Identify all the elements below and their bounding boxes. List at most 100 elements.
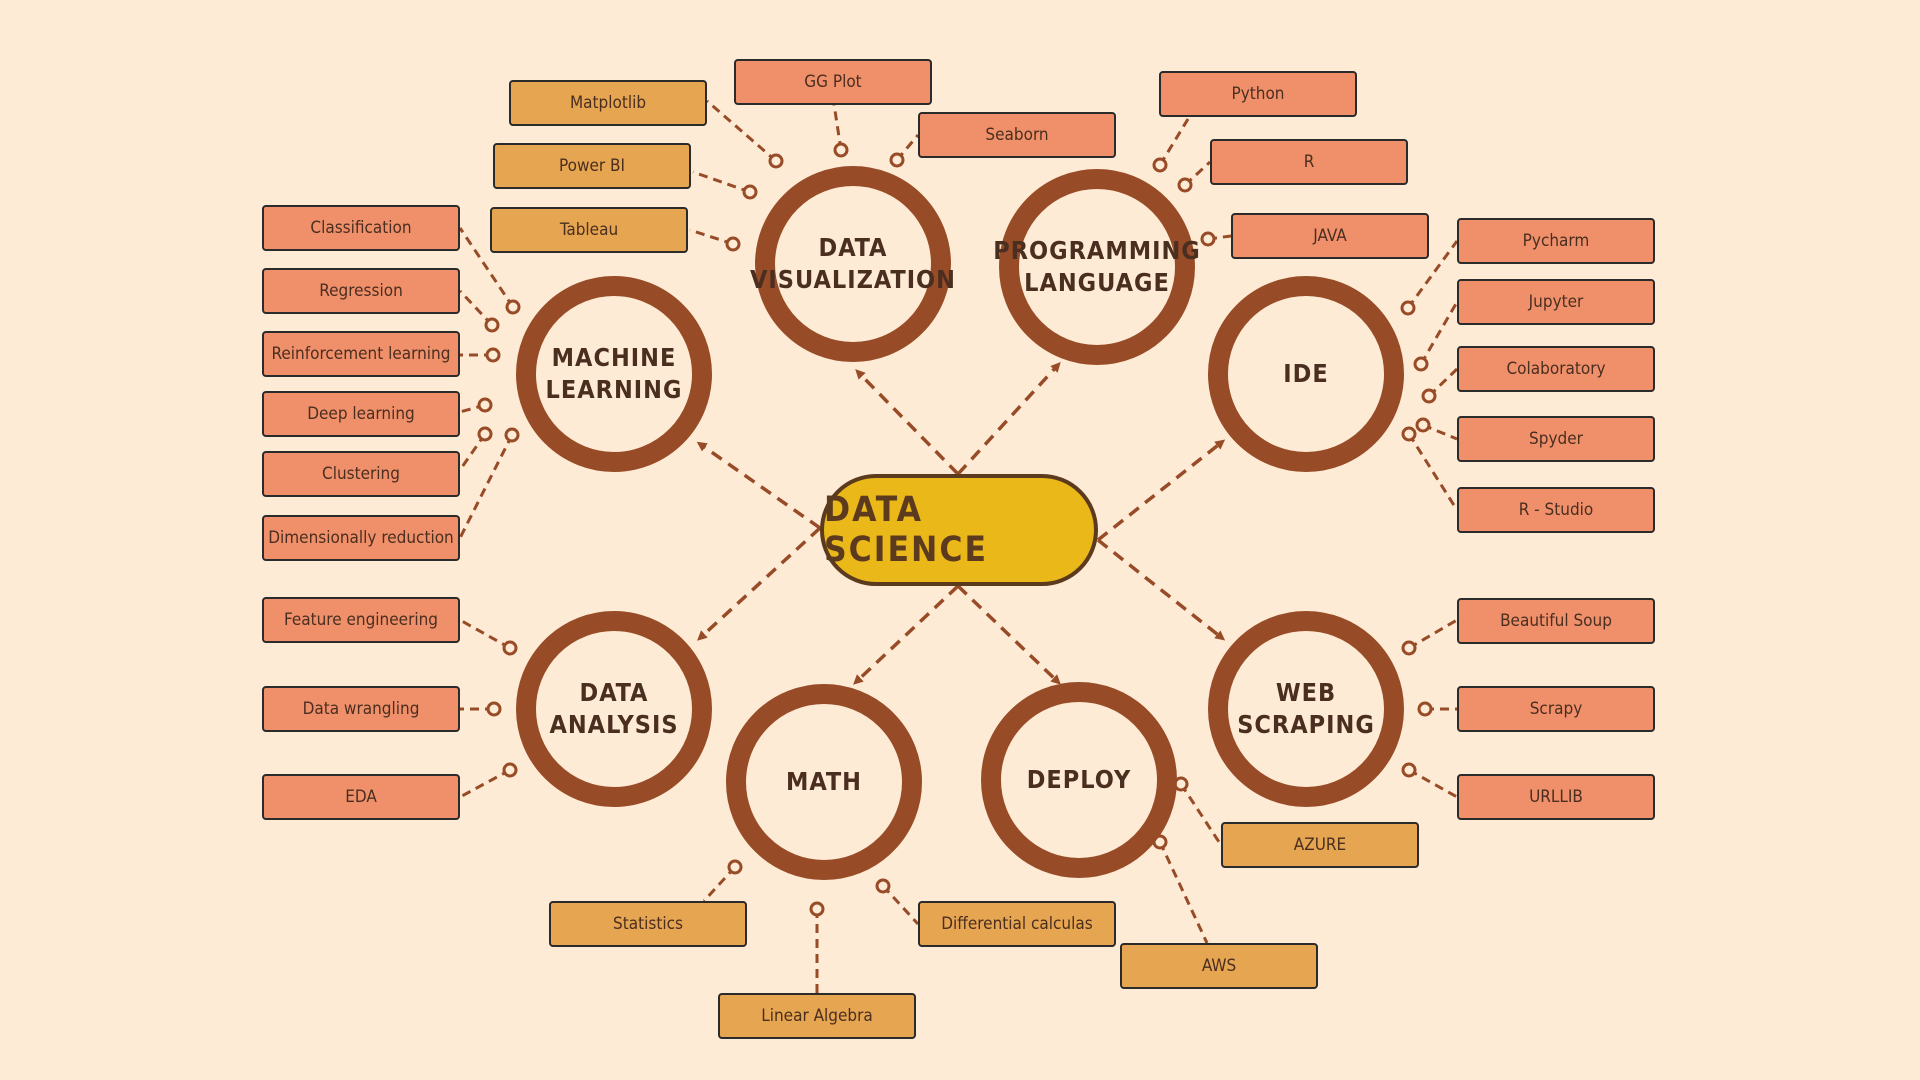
connector-dot bbox=[889, 152, 905, 168]
leaf-programming-language: JAVA bbox=[1231, 213, 1429, 259]
leaf-connector bbox=[689, 228, 734, 246]
leaf-label: Colaboratory bbox=[1506, 359, 1606, 379]
connector-dot bbox=[505, 299, 521, 315]
leaf-machine-learning: Reinforcement learning bbox=[262, 331, 460, 377]
leaf-connector bbox=[458, 289, 494, 327]
leaf-programming-language: R bbox=[1210, 139, 1408, 185]
leaf-label: R bbox=[1303, 152, 1315, 172]
leaf-deploy: AZURE bbox=[1221, 822, 1419, 868]
connector-dot bbox=[875, 878, 891, 894]
connector-dot bbox=[1152, 157, 1168, 173]
leaf-connector bbox=[692, 170, 751, 194]
connector-dot bbox=[477, 426, 493, 442]
connector-dot bbox=[809, 901, 825, 917]
leaf-ide: Colaboratory bbox=[1457, 346, 1655, 392]
leaf-programming-language: Python bbox=[1159, 71, 1357, 117]
connector-dot bbox=[1401, 762, 1417, 778]
connector-dot bbox=[477, 397, 493, 413]
leaf-connector bbox=[832, 103, 843, 151]
center-label: DATA SCIENCE bbox=[824, 490, 988, 570]
leaf-machine-learning: Classification bbox=[262, 205, 460, 251]
leaf-connector bbox=[459, 618, 511, 650]
hub-deploy: DEPLOY bbox=[981, 682, 1177, 878]
arrow-to-deploy bbox=[956, 584, 1061, 685]
arrow-to-programming-language bbox=[956, 362, 1061, 476]
connector-dot bbox=[1421, 388, 1437, 404]
connector-dot bbox=[502, 762, 518, 778]
leaf-label: Spyder bbox=[1529, 429, 1583, 449]
hub-label-programming-language: PROGRAMMING LANGUAGE bbox=[993, 235, 1201, 300]
hub-label-data-analysis: DATA ANALYSIS bbox=[549, 677, 678, 742]
leaf-machine-learning: Dimensionally reduction bbox=[262, 515, 460, 561]
leaf-ide: Jupyter bbox=[1457, 279, 1655, 325]
connector-dot bbox=[1200, 231, 1216, 247]
leaf-label: Seaborn bbox=[985, 125, 1049, 145]
leaf-math: Statistics bbox=[549, 901, 747, 947]
connector-dot bbox=[1413, 356, 1429, 372]
connector-dot bbox=[1401, 426, 1417, 442]
leaf-ide: R - Studio bbox=[1457, 487, 1655, 533]
connector-dot bbox=[727, 859, 743, 875]
arrow-to-data-visualization bbox=[855, 369, 960, 476]
leaf-math: Linear Algebra bbox=[718, 993, 916, 1039]
connector-dot bbox=[1400, 300, 1416, 316]
leaf-machine-learning: Regression bbox=[262, 268, 460, 314]
leaf-connector bbox=[1179, 783, 1223, 846]
leaf-data-visualization: Power BI bbox=[493, 143, 691, 189]
hub-label-line: MATH bbox=[785, 766, 863, 796]
hub-label-ide: IDE bbox=[1283, 358, 1328, 391]
hub-label-line: LEARNING bbox=[545, 375, 683, 404]
hub-label-web-scraping: WEB SCRAPING bbox=[1237, 677, 1375, 742]
leaf-label: Clustering bbox=[322, 464, 400, 484]
leaf-data-visualization: Seaborn bbox=[918, 112, 1116, 158]
leaf-label: AWS bbox=[1201, 956, 1237, 976]
leaf-label: JAVA bbox=[1313, 226, 1347, 246]
leaf-deploy: AWS bbox=[1120, 943, 1318, 989]
connector-dot bbox=[725, 236, 741, 252]
leaf-label: Power BI bbox=[558, 156, 626, 176]
hub-data-visualization: DATA VISUALIZATION bbox=[750, 166, 955, 362]
leaf-label: Reinforcement learning bbox=[271, 344, 451, 364]
hub-label-line: SCRAPING bbox=[1237, 710, 1375, 739]
leaf-connector bbox=[881, 884, 920, 926]
hub-programming-language: PROGRAMMING LANGUAGE bbox=[993, 169, 1200, 365]
leaf-connector bbox=[459, 768, 511, 799]
connector-dot bbox=[1415, 417, 1431, 433]
hub-label-line: DEPLOY bbox=[1026, 764, 1132, 794]
hub-label-line: WEB bbox=[1275, 677, 1337, 707]
leaf-label: Feature engineering bbox=[283, 610, 439, 630]
leaf-label: Differential calculas bbox=[941, 914, 1093, 934]
hub-label-math: MATH bbox=[786, 766, 862, 799]
leaf-data-visualization: Matplotlib bbox=[509, 80, 707, 126]
leaf-label: EDA bbox=[345, 787, 377, 807]
arrow-to-ide bbox=[1096, 439, 1226, 542]
leaf-connector bbox=[1158, 118, 1190, 166]
leaf-label: URLLIB bbox=[1529, 787, 1583, 807]
leaf-label: Data wrangling bbox=[302, 699, 420, 719]
leaf-connector bbox=[458, 434, 514, 539]
hub-label-line: DATA bbox=[579, 677, 649, 707]
hub-label-line: ANALYSIS bbox=[549, 710, 679, 739]
hub-label-line: DATA bbox=[818, 232, 888, 262]
hub-label-line: LANGUAGE bbox=[1024, 268, 1170, 297]
leaf-label: Jupyter bbox=[1528, 292, 1584, 312]
hub-label-line: IDE bbox=[1283, 358, 1329, 388]
connector-dot bbox=[1401, 640, 1417, 656]
leaf-ide: Spyder bbox=[1457, 416, 1655, 462]
hub-label-deploy: DEPLOY bbox=[1027, 764, 1131, 797]
leaf-label: Matplotlib bbox=[569, 93, 647, 113]
hub-machine-learning: MACHINE LEARNING bbox=[516, 276, 712, 472]
leaf-label: Statistics bbox=[613, 914, 683, 934]
leaf-ide: Pycharm bbox=[1457, 218, 1655, 264]
connector-dot bbox=[1417, 701, 1433, 717]
leaf-label: Deep learning bbox=[307, 404, 415, 424]
leaf-data-analysis: Feature engineering bbox=[262, 597, 460, 643]
connector-dot bbox=[768, 153, 784, 169]
hub-math: MATH bbox=[726, 684, 922, 880]
arrow-to-machine-learning bbox=[696, 441, 822, 530]
leaf-label: Classification bbox=[310, 218, 412, 238]
leaf-label: Dimensionally reduction bbox=[268, 528, 454, 548]
hub-ide: IDE bbox=[1208, 276, 1404, 472]
leaf-web-scraping: Beautiful Soup bbox=[1457, 598, 1655, 644]
